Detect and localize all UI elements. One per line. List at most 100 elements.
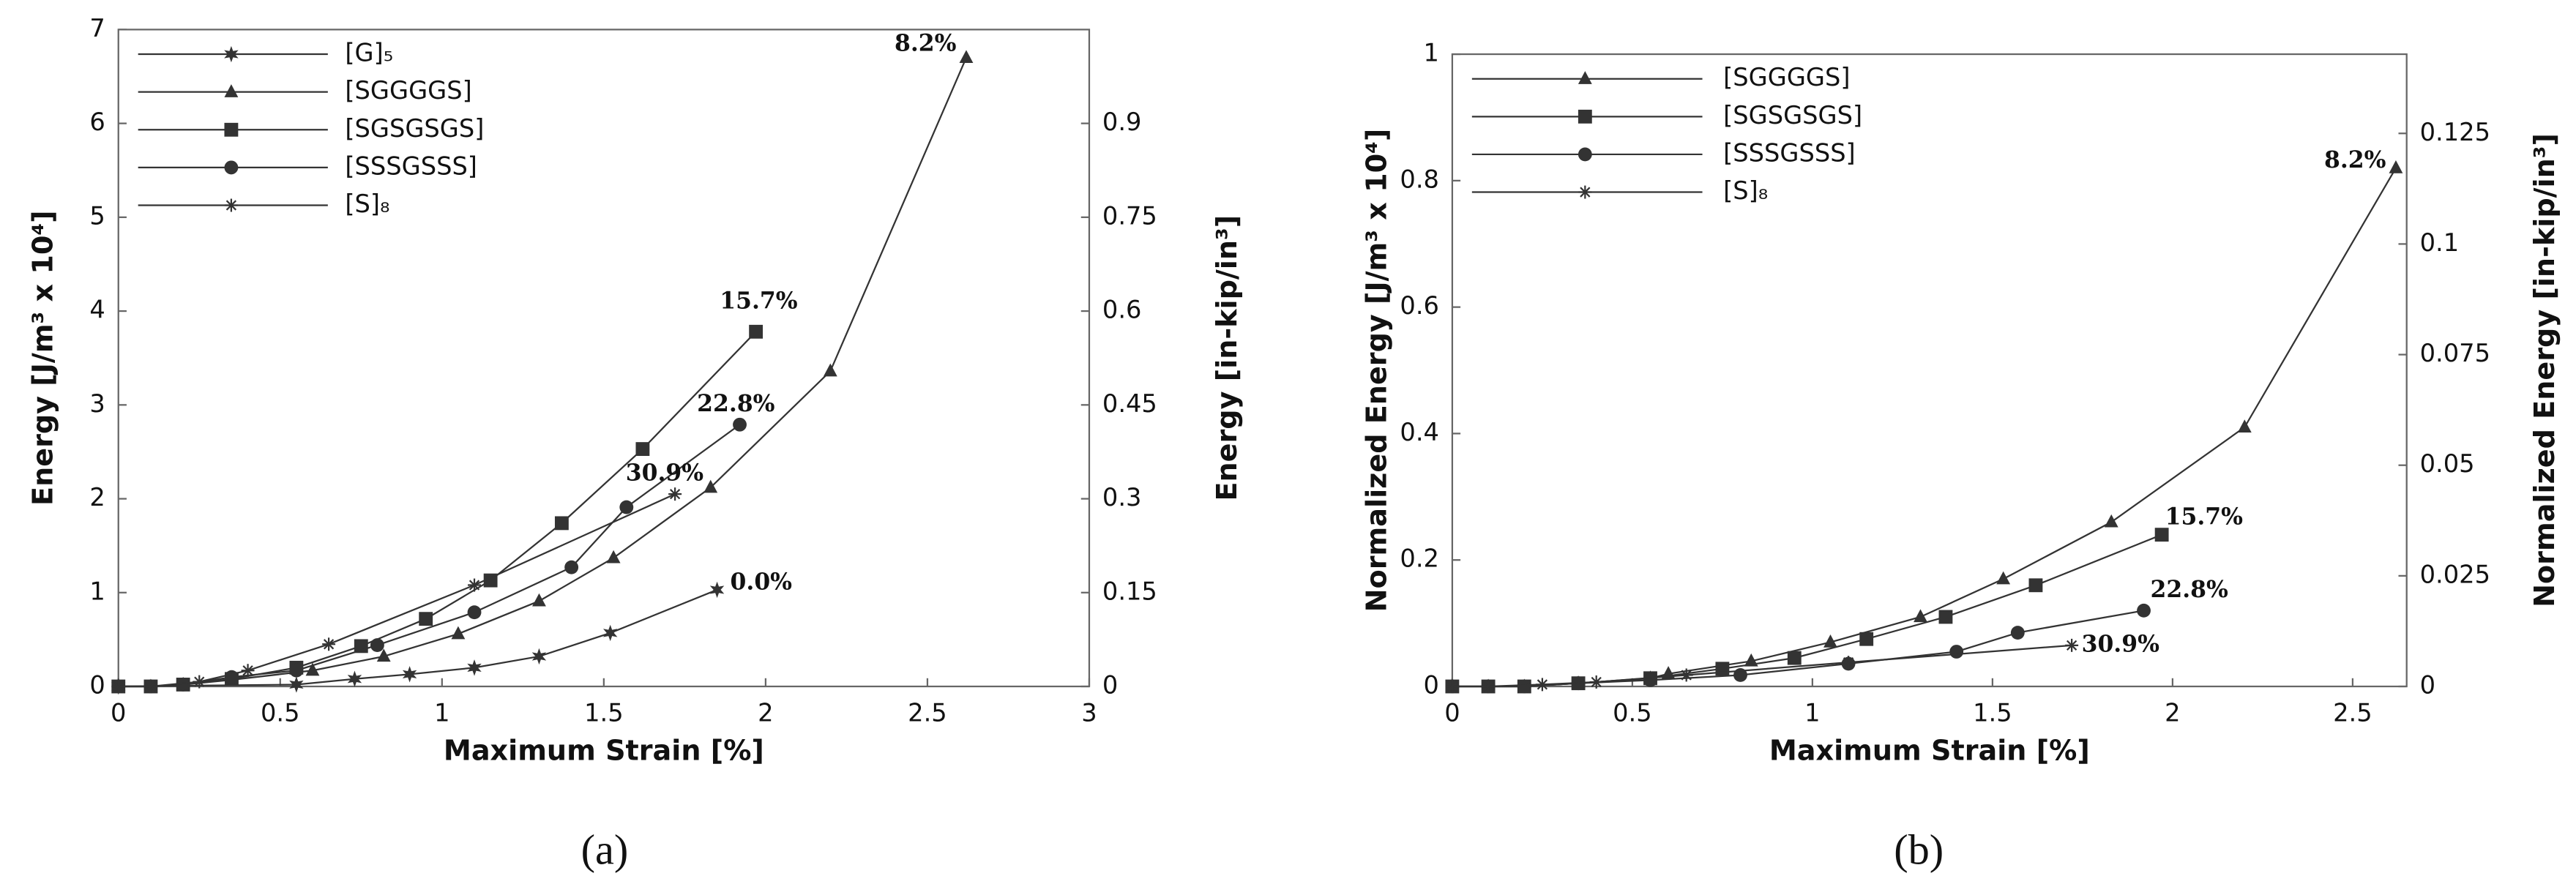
data-point <box>289 663 304 678</box>
data-point <box>347 670 362 687</box>
series-line <box>1452 533 2162 688</box>
point-annotation: 30.9% <box>2082 631 2159 657</box>
data-point <box>176 678 190 692</box>
y-tick-label: 1 <box>89 577 105 605</box>
marker-shape <box>1578 109 1592 124</box>
y-tick-label: 7 <box>89 14 105 42</box>
data-point <box>564 560 579 574</box>
data-point <box>402 666 417 683</box>
data-point <box>370 638 384 653</box>
legend-marker <box>1578 71 1592 84</box>
legend-label: [SGSGSGS] <box>1723 101 1862 130</box>
data-point <box>1914 609 1927 623</box>
y-tick-label: 0.2 <box>1400 544 1439 573</box>
point-annotation: 30.9% <box>626 460 703 487</box>
point-annotation: 15.7% <box>720 288 797 314</box>
y2-tick-label: 0.45 <box>1102 389 1157 418</box>
marker-shape <box>224 160 239 175</box>
data-point <box>668 487 682 501</box>
marker-shape <box>1843 657 1854 668</box>
marker-shape <box>1580 187 1591 198</box>
legend-label: [SSSGSSS] <box>1723 138 1856 167</box>
legend-label: [SSSGSSS] <box>345 151 477 180</box>
y2-axis-label: Normalized Energy [in-kip/in³] <box>2528 133 2561 607</box>
marker-shape <box>224 122 239 137</box>
marker-shape <box>1446 681 1458 692</box>
marker-shape <box>451 626 466 640</box>
data-point <box>1842 656 1856 670</box>
y-tick-label: 2 <box>89 483 105 512</box>
marker-shape <box>1715 662 1730 676</box>
marker-shape <box>225 670 239 684</box>
legend-marker <box>224 84 239 97</box>
marker-shape <box>467 605 482 620</box>
marker-shape <box>1823 634 1837 648</box>
data-point <box>2028 578 2043 593</box>
marker-shape <box>242 665 253 676</box>
series-line <box>1452 644 2072 688</box>
marker-shape <box>305 662 320 676</box>
marker-shape <box>619 500 634 514</box>
caption: (b) <box>1894 825 1944 873</box>
legend-label: [SGSGSGS] <box>345 114 484 143</box>
legend-label: [G]₅ <box>345 39 393 67</box>
data-point <box>1517 679 1531 694</box>
marker-shape <box>709 581 725 599</box>
data-point <box>1823 634 1837 648</box>
point-annotation: 15.7% <box>2165 504 2243 531</box>
y2-tick-label: 0 <box>2420 671 2435 700</box>
data-point <box>602 624 618 642</box>
y-tick-label: 0 <box>89 671 105 700</box>
data-point <box>468 578 482 592</box>
marker-shape <box>1938 610 1953 624</box>
y-tick-label: 0.6 <box>1400 291 1439 320</box>
x-tick-label: 1 <box>1804 699 1820 727</box>
x-tick-label: 1 <box>434 699 449 727</box>
legend-label: [S]₈ <box>1723 176 1768 205</box>
marker-shape <box>2237 419 2252 432</box>
marker-shape <box>194 676 205 687</box>
point-annotation: 8.2% <box>895 30 957 56</box>
marker-shape <box>289 663 304 678</box>
marker-shape <box>1591 676 1602 688</box>
legend-marker <box>1578 185 1592 199</box>
marker-shape <box>225 200 237 211</box>
point-annotation: 22.8% <box>2151 577 2228 603</box>
data-point <box>2137 603 2151 618</box>
data-point <box>532 593 546 607</box>
data-point <box>1949 645 1964 659</box>
x-axis-label: Maximum Strain [%] <box>1769 734 2090 766</box>
y2-tick-label: 0.9 <box>1102 108 1142 136</box>
point-annotation: 0.0% <box>731 569 793 595</box>
data-point <box>143 680 157 693</box>
legend-marker <box>224 45 239 63</box>
y-tick-label: 0 <box>1424 671 1439 700</box>
data-point <box>1445 680 1459 693</box>
data-point <box>193 675 206 689</box>
y2-axis-label: Energy [in-kip/in³] <box>1211 215 1243 501</box>
marker-shape <box>2137 603 2151 618</box>
data-point <box>241 664 255 678</box>
marker-shape <box>564 560 579 574</box>
y-tick-label: 0.4 <box>1400 418 1439 446</box>
marker-shape <box>823 363 837 377</box>
data-point <box>1996 571 2011 585</box>
legend-marker <box>1578 147 1592 162</box>
marker-shape <box>1681 670 1692 681</box>
data-point <box>376 648 391 662</box>
marker-shape <box>113 681 124 692</box>
marker-shape <box>1482 681 1494 692</box>
y2-tick-label: 0.15 <box>1102 577 1157 605</box>
data-point <box>1643 673 1657 687</box>
y2-tick-label: 0.75 <box>1102 201 1157 230</box>
data-point <box>467 605 482 620</box>
x-axis-label: Maximum Strain [%] <box>444 734 764 766</box>
marker-shape <box>2010 626 2025 640</box>
data-point <box>1938 610 1953 624</box>
marker-shape <box>1578 147 1592 162</box>
marker-shape <box>1537 679 1548 690</box>
marker-shape <box>703 479 718 493</box>
marker-shape <box>145 681 157 692</box>
marker-shape <box>289 676 304 693</box>
